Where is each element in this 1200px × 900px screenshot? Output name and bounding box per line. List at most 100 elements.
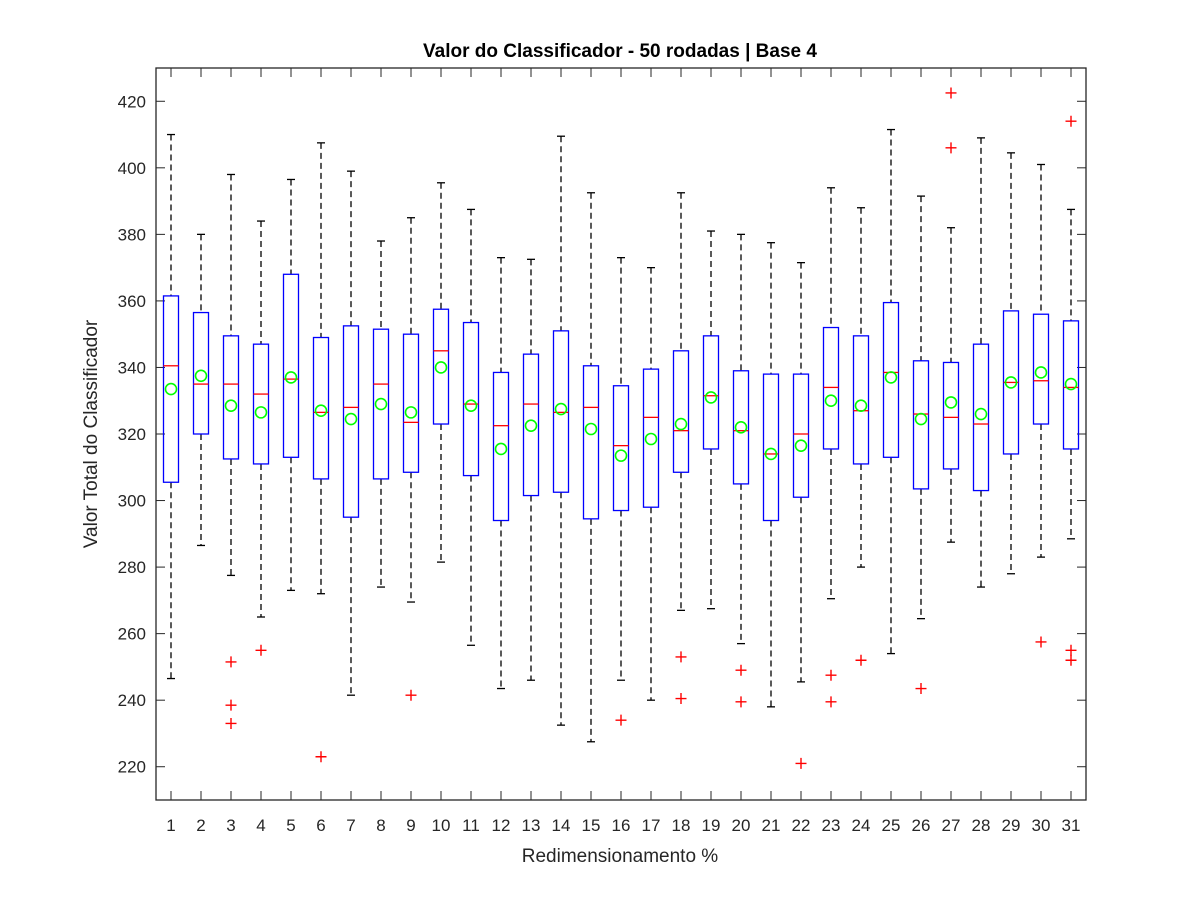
x-tick-label: 16: [612, 816, 631, 835]
outlier-marker: [315, 751, 327, 763]
outlier-marker: [855, 654, 867, 666]
mean-marker: [374, 397, 388, 411]
mean-marker: [524, 419, 538, 432]
x-tick-label: 24: [852, 816, 871, 835]
box-iqr: [762, 373, 780, 522]
box-iqr: [642, 368, 660, 508]
outlier-marker: [795, 757, 807, 769]
box-iqr: [462, 321, 480, 477]
box-iqr: [522, 353, 540, 497]
outlier-marker: [225, 699, 237, 711]
x-tick-label: 28: [972, 816, 991, 835]
y-tick-label: 380: [118, 225, 146, 244]
mean-marker: [944, 396, 958, 409]
y-axis-label: Valor Total do Classificador: [81, 319, 102, 548]
outlier-marker: [1065, 115, 1077, 127]
x-tick-label: 13: [522, 816, 541, 835]
box-iqr: [942, 361, 960, 470]
x-tick-label: 4: [256, 816, 265, 835]
mean-marker: [974, 407, 988, 421]
outlier-marker: [945, 142, 957, 154]
x-tick-label: 1: [166, 816, 175, 835]
mean-marker: [434, 361, 448, 374]
outlier-marker: [1065, 654, 1077, 666]
mean-marker: [824, 394, 838, 408]
mean-marker: [644, 432, 658, 446]
x-tick-label: 19: [702, 816, 721, 835]
x-tick-label: 31: [1062, 816, 1081, 835]
x-tick-label: 27: [942, 816, 961, 835]
box-iqr: [312, 336, 330, 480]
mean-marker: [1004, 376, 1018, 389]
outlier-marker: [945, 87, 957, 99]
box-iqr: [372, 328, 390, 480]
x-tick-label: 14: [552, 816, 571, 835]
box-iqr: [852, 335, 870, 465]
mean-marker: [194, 369, 208, 383]
y-tick-label: 320: [118, 425, 146, 444]
x-axis-label: Redimensionamento %: [522, 846, 719, 867]
mean-marker: [404, 406, 418, 419]
mean-marker: [344, 412, 358, 426]
outlier-marker: [675, 693, 687, 705]
box-iqr: [192, 311, 210, 435]
x-tick-label: 15: [582, 816, 601, 835]
chart-title: Valor do Classificador - 50 rodadas | Ba…: [423, 41, 817, 62]
x-tick-label: 26: [912, 816, 931, 835]
box-iqr: [912, 360, 930, 490]
outlier-marker: [675, 651, 687, 663]
y-tick-label: 360: [118, 292, 146, 311]
box-iqr: [1032, 313, 1050, 425]
plot-frame: [155, 67, 1087, 801]
x-tick-label: 29: [1002, 816, 1021, 835]
outlier-marker: [255, 644, 267, 656]
y-tick-label: 260: [118, 625, 146, 644]
y-tick-label: 280: [118, 558, 146, 577]
box-iqr: [1062, 320, 1080, 450]
mean-marker: [914, 412, 928, 426]
x-tick-label: 20: [732, 816, 751, 835]
box-iqr: [822, 326, 840, 450]
box-iqr: [252, 343, 270, 465]
outlier-marker: [615, 714, 627, 726]
x-tick-label: 21: [762, 816, 781, 835]
mean-marker: [1064, 377, 1078, 391]
mean-marker: [554, 402, 568, 416]
box-iqr: [732, 370, 750, 485]
box-iqr: [162, 295, 180, 483]
y-tick-label: 300: [118, 492, 146, 511]
x-tick-label: 3: [226, 816, 235, 835]
mean-marker: [494, 442, 508, 456]
box-iqr: [492, 371, 510, 522]
mean-marker: [164, 382, 178, 396]
mean-marker: [584, 422, 598, 436]
mean-marker: [314, 404, 328, 418]
x-tick-label: 30: [1032, 816, 1051, 835]
mean-marker: [884, 371, 898, 384]
y-tick-label: 220: [118, 758, 146, 777]
box-iqr: [792, 373, 810, 498]
x-tick-label: 6: [316, 816, 325, 835]
outlier-marker: [225, 656, 237, 668]
outlier-marker: [1065, 644, 1077, 656]
y-tick-label: 340: [118, 358, 146, 377]
mean-marker: [734, 421, 748, 434]
box-iqr: [222, 335, 240, 460]
x-tick-label: 18: [672, 816, 691, 835]
outlier-marker: [825, 696, 837, 708]
y-tick-label: 240: [118, 691, 146, 710]
box-iqr: [282, 273, 300, 458]
box-iqr: [432, 308, 450, 425]
box-iqr: [342, 325, 360, 518]
box-iqr: [882, 301, 900, 458]
mean-marker: [704, 391, 718, 404]
x-tick-label: 10: [432, 816, 451, 835]
box-iqr: [972, 343, 990, 492]
outlier-marker: [735, 696, 747, 708]
x-tick-label: 11: [462, 816, 480, 835]
x-tick-label: 25: [882, 816, 901, 835]
mean-marker: [224, 399, 238, 413]
mean-marker: [854, 399, 868, 413]
outlier-marker: [825, 669, 837, 681]
